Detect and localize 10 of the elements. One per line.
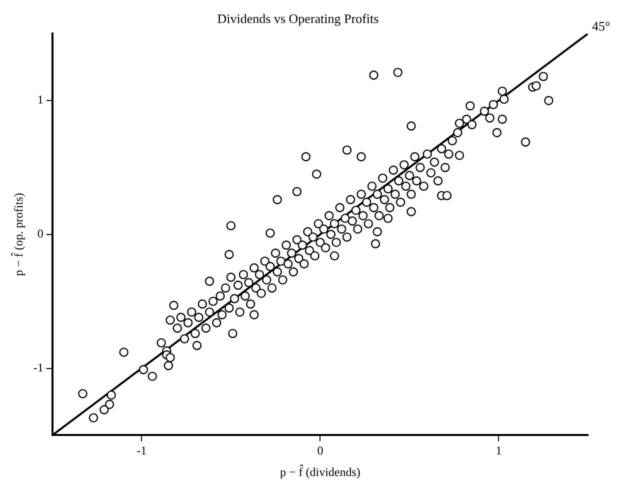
x-tick-label: 1 bbox=[496, 444, 502, 458]
y-axis-title: p − f̂ (op. profits) bbox=[10, 192, 26, 276]
x-tick-label: -1 bbox=[136, 444, 147, 458]
x-axis-title: p − f̂ (dividends) bbox=[280, 464, 360, 479]
y-tick-label: 0 bbox=[37, 226, 44, 241]
annotation: 45° bbox=[592, 18, 610, 34]
y-tick-label: -1 bbox=[33, 360, 44, 374]
x-tick-label: 0 bbox=[317, 444, 324, 458]
chart-title: Dividends vs Operating Profits bbox=[217, 11, 379, 26]
y-tick-label: 1 bbox=[37, 92, 44, 107]
